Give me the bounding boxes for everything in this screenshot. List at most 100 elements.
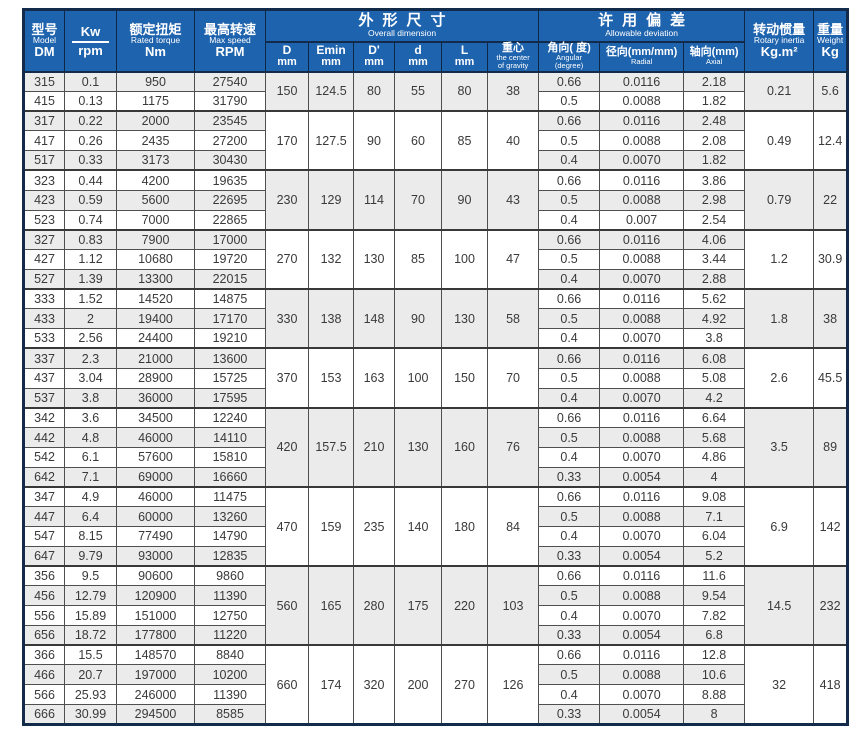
angular-deviation-cell: 0.4 [538, 328, 601, 349]
model-cell: 427 [23, 249, 65, 270]
axial-deviation-cell: 4.86 [683, 446, 746, 468]
rated-torque-cell: 90600 [116, 565, 195, 587]
kw-cell: 6.4 [64, 506, 117, 528]
header-col-angular-en: Angular (degree) [554, 53, 584, 71]
rated-torque-cell: 69000 [116, 466, 195, 488]
kw-cell: 12.79 [64, 585, 117, 607]
table-row: 437 3.04 28900 15725 0.5 0.0088 5.08 [23, 367, 848, 389]
axial-deviation-cell: 11.6 [683, 565, 746, 587]
dim-L-cell: 80 [441, 70, 488, 112]
rated-torque-cell: 28900 [116, 367, 195, 389]
axial-deviation-cell: 7.82 [683, 605, 746, 626]
header-dimension-en: Overall dimension [368, 28, 437, 39]
axial-deviation-cell: 6.64 [683, 406, 746, 429]
axial-deviation-cell: 3.44 [683, 249, 746, 270]
angular-deviation-cell: 0.5 [538, 189, 601, 211]
kw-cell: 9.79 [64, 545, 117, 567]
rated-torque-cell: 950 [116, 70, 195, 92]
radial-deviation-cell: 0.0116 [599, 644, 685, 666]
dim-L-cell: 160 [441, 406, 488, 488]
model-cell: 647 [23, 545, 65, 567]
header-col-Emin: Emin mm [308, 40, 354, 73]
dim-D-cell: 330 [265, 288, 309, 349]
dim-L-cell: 150 [441, 347, 488, 409]
weight-cell: 22 [813, 169, 849, 231]
center-of-gravity-cell: 76 [486, 406, 540, 488]
table-row: 315 0.1 950 27540 150 124.5 80 55 80 38 0.66 0.0116… [23, 70, 849, 112]
rated-torque-cell: 2000 [116, 110, 195, 132]
header-speed-zh: 最高转速 [203, 21, 256, 37]
axial-deviation-cell: 2.48 [683, 110, 746, 132]
max-speed-cell: 27540 [194, 70, 266, 92]
table-row: 447 6.4 60000 13260 0.5 0.0088 7.1 [23, 506, 848, 528]
header-max-speed: 最高转速 Max speed RPM [194, 8, 266, 73]
max-speed-cell: 17595 [194, 387, 266, 409]
dim-L-cell: 220 [441, 565, 488, 646]
header-torque-en: Rated torque [130, 35, 181, 46]
model-cell: 437 [23, 367, 65, 389]
radial-deviation-cell: 0.0116 [599, 565, 685, 587]
dim-Emin-cell: 157.5 [308, 406, 354, 488]
kw-cell: 1.52 [64, 288, 117, 310]
header-model-sub: DM [34, 44, 55, 60]
header-col-Emin-symbol: Emin [316, 43, 346, 58]
max-speed-cell: 8840 [194, 644, 266, 666]
table-row: 533 2.56 24400 19210 0.4 0.0070 3.8 [23, 328, 848, 349]
table-row: 423 0.59 5600 22695 0.5 0.0088 2.98 [23, 189, 848, 211]
header-col-axial-zh: 轴向(mm) [689, 45, 739, 58]
dim-Dprime-cell: 235 [353, 485, 395, 567]
dim-D-cell: 270 [265, 228, 309, 290]
header-col-cg-en: the center of gravity [496, 53, 530, 71]
dim-d-cell: 85 [394, 228, 442, 290]
model-cell: 333 [23, 288, 65, 310]
table-row: 466 20.7 197000 10200 0.5 0.0088 10.6 [23, 664, 848, 686]
dim-D-cell: 470 [265, 485, 309, 567]
angular-deviation-cell: 0.4 [538, 446, 601, 468]
max-speed-cell: 23545 [194, 110, 266, 132]
header-col-Dprime-symbol: D' [368, 43, 380, 58]
header-col-L: L mm [441, 40, 488, 73]
radial-deviation-cell: 0.0054 [599, 466, 685, 488]
kw-cell: 15.89 [64, 605, 117, 626]
header-col-d: d mm [394, 40, 442, 73]
dim-Dprime-cell: 320 [353, 644, 395, 725]
header-col-Dprime: D' mm [353, 40, 395, 73]
header-col-axial-en: Axial [705, 57, 723, 67]
dim-Emin-cell: 165 [308, 565, 354, 646]
header-col-Emin-unit: mm [321, 56, 341, 69]
header-speed-en: Max speed [209, 35, 251, 46]
table-row: 666 30.99 294500 8585 0.33 0.0054 8 [23, 704, 848, 725]
model-cell: 447 [23, 506, 65, 528]
radial-deviation-cell: 0.0088 [599, 506, 685, 528]
rotary-inertia-cell: 0.49 [744, 110, 815, 171]
header-col-radial-zh: 径向(mm/mm) [605, 45, 678, 58]
dim-Dprime-cell: 210 [353, 406, 395, 488]
header-speed-unit: RPM [215, 44, 245, 60]
kw-cell: 0.74 [64, 209, 117, 231]
rated-torque-cell: 2435 [116, 130, 195, 152]
max-speed-cell: 11390 [194, 585, 266, 607]
weight-cell: 5.6 [813, 70, 849, 112]
kw-cell: 2.3 [64, 347, 117, 369]
kw-cell: 4.9 [64, 485, 117, 508]
angular-deviation-cell: 0.5 [538, 90, 601, 112]
max-speed-cell: 22865 [194, 209, 266, 231]
angular-deviation-cell: 0.4 [538, 209, 601, 231]
header-col-axial: 轴向(mm) Axial [683, 40, 746, 73]
dim-L-cell: 180 [441, 485, 488, 567]
axial-deviation-cell: 6.04 [683, 526, 746, 547]
table-body: 315 0.1 950 27540 150 124.5 80 55 80 38 0.66 0.0116… [23, 70, 849, 725]
kw-cell: 1.12 [64, 249, 117, 270]
max-speed-cell: 19210 [194, 328, 266, 349]
table-row: 642 7.1 69000 16660 0.33 0.0054 4 [23, 466, 848, 488]
angular-deviation-cell: 0.5 [538, 585, 601, 607]
header-col-angular-zh: 角向( 度) [547, 41, 591, 54]
angular-deviation-cell: 0.66 [538, 644, 601, 666]
radial-deviation-cell: 0.0070 [599, 150, 685, 171]
rated-torque-cell: 10680 [116, 249, 195, 270]
axial-deviation-cell: 8.88 [683, 684, 746, 706]
dim-d-cell: 175 [394, 565, 442, 646]
table-row: 356 9.5 90600 9860 560 165 280 175 220 103 0.66 0.0… [23, 565, 849, 646]
dim-d-cell: 130 [394, 406, 442, 488]
